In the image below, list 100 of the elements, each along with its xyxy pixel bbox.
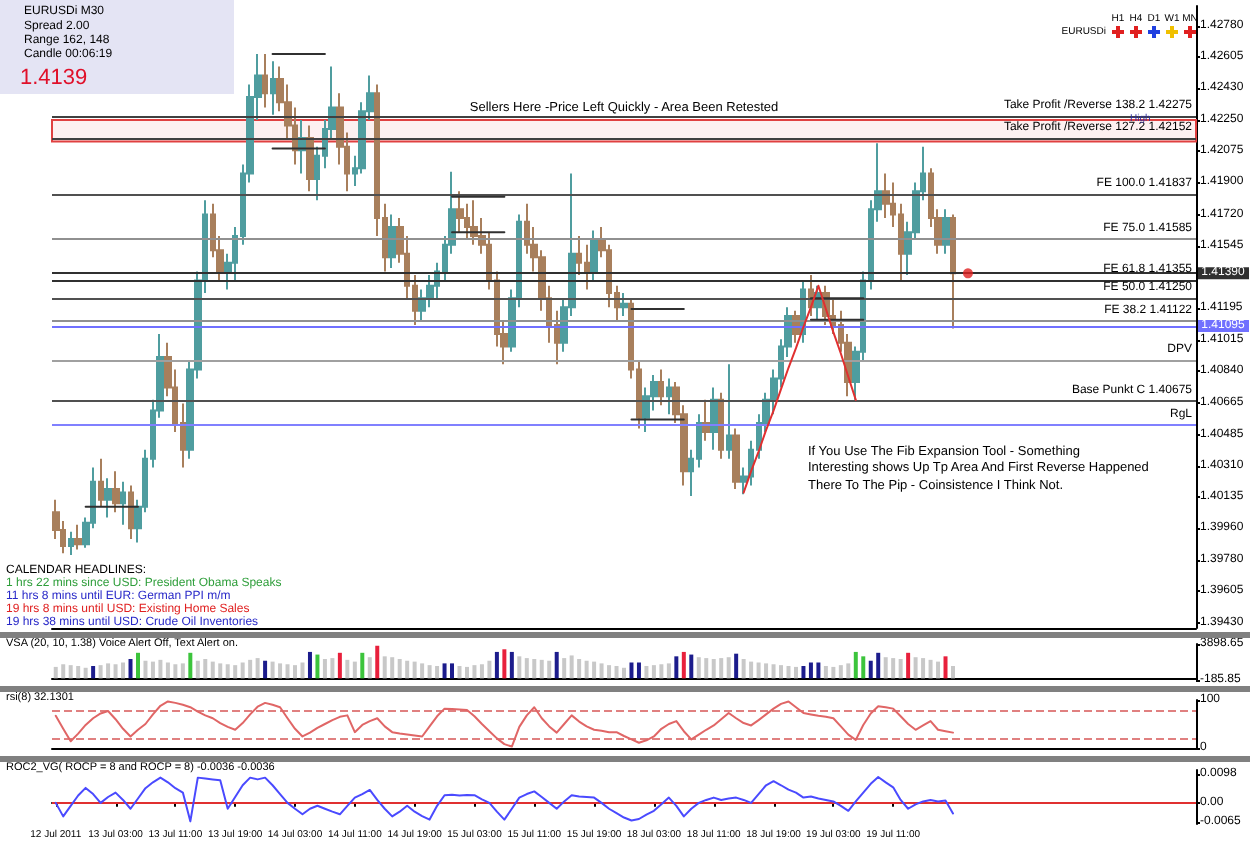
bar: [382, 656, 387, 679]
bar: [345, 659, 350, 679]
candlestick: [718, 391, 724, 460]
bar: [793, 666, 798, 679]
bar: [322, 658, 327, 679]
bar: [921, 658, 926, 679]
bar: [113, 664, 118, 679]
bar: [412, 661, 417, 679]
bar: [756, 662, 761, 679]
bar: [749, 661, 754, 679]
line-series: [54, 700, 954, 748]
candlestick: [262, 53, 268, 109]
bar: [150, 661, 155, 679]
bar: [472, 665, 477, 679]
bar: [711, 658, 716, 679]
bar: [666, 663, 671, 679]
candlestick: [112, 470, 120, 514]
bar: [853, 651, 858, 679]
candlestick: [306, 124, 314, 193]
bar: [592, 661, 597, 679]
candlestick: [120, 480, 126, 526]
bar: [622, 667, 626, 679]
bar: [950, 666, 955, 679]
bar: [352, 661, 357, 679]
bar: [375, 645, 380, 679]
bar: [390, 657, 395, 679]
bar: [599, 663, 604, 679]
candlestick: [882, 172, 890, 220]
bar: [165, 662, 170, 679]
bar: [741, 658, 746, 679]
bar: [838, 665, 843, 679]
bar: [225, 664, 230, 679]
bar: [614, 666, 619, 679]
bar: [315, 654, 320, 679]
bar: [427, 665, 432, 679]
bar: [861, 656, 866, 679]
bar: [158, 659, 163, 679]
bar: [285, 664, 290, 679]
bar: [278, 663, 283, 679]
bar: [337, 652, 342, 679]
bar: [83, 667, 88, 679]
bar: [450, 663, 455, 679]
bar: [547, 660, 552, 679]
bar: [644, 666, 649, 679]
candlestick: [666, 377, 672, 416]
bar: [891, 658, 896, 679]
bar: [180, 663, 185, 679]
bar: [786, 666, 791, 679]
line-series: [54, 776, 954, 823]
candlestick: [456, 190, 464, 234]
bar: [651, 665, 656, 679]
bar: [719, 658, 724, 679]
bar: [764, 663, 769, 679]
bar: [307, 651, 312, 679]
bar: [524, 658, 529, 679]
bar: [98, 665, 103, 679]
bar: [210, 661, 215, 679]
bar: [539, 659, 544, 679]
bar: [913, 657, 918, 679]
bar: [771, 664, 776, 679]
bar: [584, 660, 589, 679]
bar: [801, 666, 806, 679]
bar: [248, 659, 253, 679]
bar: [397, 658, 402, 679]
bar: [435, 666, 440, 679]
bar: [509, 651, 514, 679]
candlestick: [584, 243, 590, 291]
candlestick: [726, 363, 732, 460]
bar: [831, 666, 836, 679]
bar: [405, 660, 410, 679]
bar: [479, 664, 484, 679]
bar: [681, 651, 686, 679]
bar: [734, 653, 739, 679]
bar: [91, 666, 96, 679]
bar: [502, 649, 507, 679]
bar: [689, 654, 694, 679]
bar: [330, 658, 335, 679]
bar: [562, 658, 567, 679]
annotation: 1.4139: [20, 66, 88, 90]
bar: [360, 652, 365, 679]
bar: [569, 655, 574, 679]
bar: [188, 652, 193, 679]
bar: [906, 652, 911, 679]
candlestick: [74, 523, 82, 551]
bar: [61, 664, 66, 679]
bar: [636, 662, 641, 679]
bar: [674, 656, 679, 679]
bar: [883, 657, 888, 679]
bar: [76, 666, 81, 679]
candlestick: [270, 60, 276, 116]
bar: [943, 656, 948, 679]
bar: [898, 658, 903, 679]
candlestick: [470, 199, 478, 246]
bar: [629, 662, 634, 679]
bar: [240, 662, 245, 679]
bar: [816, 662, 821, 679]
bar: [203, 658, 208, 679]
bar: [517, 656, 522, 679]
candlestick: [620, 291, 628, 318]
bar: [121, 662, 126, 679]
